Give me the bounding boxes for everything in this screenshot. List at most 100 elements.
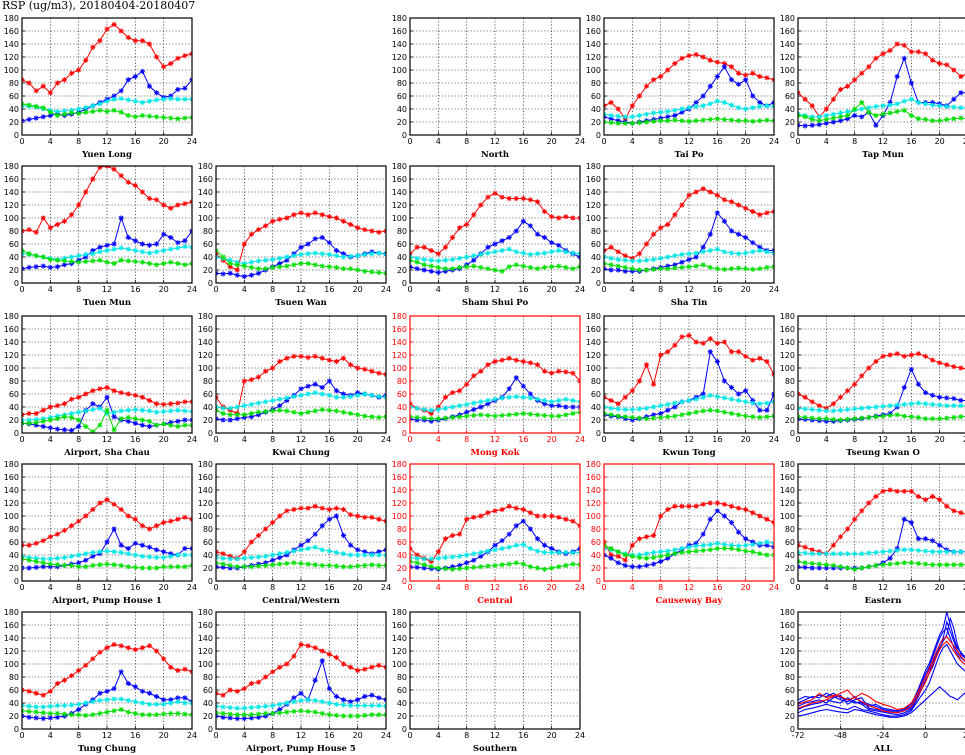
data-point-red — [643, 534, 650, 540]
data-point-red — [284, 508, 290, 514]
data-point-green — [922, 116, 929, 122]
data-point-cyan — [355, 552, 361, 558]
data-point-green — [435, 416, 441, 422]
data-point-cyan — [305, 251, 311, 257]
data-point-cyan — [658, 109, 664, 115]
y-tick-label: 0 — [790, 577, 795, 586]
data-point-cyan — [629, 407, 635, 413]
data-point-green — [139, 259, 146, 265]
y-tick-label: 80 — [397, 673, 407, 682]
data-point-cyan — [764, 539, 770, 545]
data-point-red — [40, 538, 46, 544]
data-point-blue — [615, 560, 621, 566]
series-group — [410, 355, 580, 424]
panel-tsuen-wan: 0 4 8 12 16 20 24020406080100120140160180Tsuen… — [198, 162, 391, 308]
panel-title: Tai Po — [674, 150, 703, 160]
y-tick-label: 40 — [9, 699, 19, 708]
x-tick-label: 12 — [490, 285, 500, 294]
data-point-red — [541, 513, 548, 519]
data-point-green — [90, 712, 96, 718]
data-point-blue — [492, 542, 498, 548]
data-point-green — [929, 416, 936, 422]
data-point-red — [629, 388, 635, 394]
data-point-red — [248, 231, 255, 237]
data-point-red — [714, 192, 720, 198]
data-point-blue — [823, 120, 829, 126]
data-point-blue — [478, 553, 484, 559]
series-group — [798, 41, 965, 129]
data-point-cyan — [270, 703, 276, 709]
plot-frame — [409, 17, 581, 136]
data-point-blue — [175, 86, 181, 93]
panel-eastern: 04812162024020406080100120140160180Easte… — [780, 460, 965, 606]
data-point-cyan — [146, 98, 153, 104]
data-point-red — [615, 553, 621, 559]
panel-title: Airport, Pump House 5 — [245, 744, 356, 754]
data-point-cyan — [428, 407, 434, 413]
data-point-blue — [707, 231, 713, 237]
data-point-green — [937, 118, 943, 124]
data-point-cyan — [764, 103, 770, 109]
data-point-red — [449, 532, 456, 539]
data-point-green — [520, 410, 526, 417]
data-point-green — [735, 265, 742, 271]
data-point-cyan — [33, 416, 39, 422]
y-tick-label: 120 — [586, 499, 601, 508]
data-point-green — [894, 560, 900, 567]
data-point-red — [658, 352, 664, 358]
data-point-red — [54, 80, 61, 86]
data-point-green — [958, 414, 964, 420]
data-point-green — [629, 266, 635, 272]
x-tick-label: 20 — [353, 731, 363, 740]
data-point-red — [650, 77, 657, 83]
data-point-red — [146, 526, 153, 532]
data-point-green — [743, 548, 749, 554]
data-point-red — [449, 234, 456, 241]
data-point-cyan — [757, 540, 763, 546]
y-tick-label: 40 — [785, 551, 795, 560]
data-point-cyan — [636, 406, 643, 412]
data-point-blue — [161, 549, 167, 555]
data-point-blue — [376, 695, 382, 701]
data-point-cyan — [442, 405, 449, 411]
y-tick-label: 0 — [14, 131, 19, 140]
data-point-green — [277, 264, 283, 270]
data-point-green — [534, 565, 541, 571]
data-point-red — [435, 549, 441, 555]
data-point-red — [520, 195, 526, 202]
data-point-blue — [908, 80, 914, 86]
data-point-red — [442, 244, 449, 250]
data-point-blue — [146, 83, 153, 89]
y-tick-label: 0 — [402, 279, 407, 288]
data-point-cyan — [125, 697, 131, 703]
data-point-green — [40, 254, 46, 260]
x-tick-label: 4 — [630, 435, 635, 444]
data-point-cyan — [866, 405, 872, 411]
y-tick-label: 0 — [790, 131, 795, 140]
y-tick-label: 140 — [4, 486, 19, 495]
y-tick-label: 140 — [4, 634, 19, 643]
data-point-cyan — [139, 249, 146, 255]
data-point-green — [859, 99, 865, 106]
data-point-red — [556, 514, 562, 520]
y-tick-label: 120 — [392, 647, 407, 656]
data-point-green — [809, 116, 815, 122]
data-point-green — [326, 407, 332, 413]
x-tick-label: 8 — [76, 583, 81, 592]
x-tick-label: 0 — [19, 583, 24, 592]
data-point-red — [643, 241, 650, 247]
data-point-green — [844, 112, 851, 119]
y-tick-label: 80 — [397, 227, 407, 236]
data-point-red — [615, 249, 621, 255]
data-point-cyan — [220, 555, 226, 561]
y-tick-label: 0 — [402, 725, 407, 734]
data-point-blue — [139, 688, 146, 694]
data-point-cyan — [90, 407, 96, 413]
data-point-green — [894, 412, 900, 418]
data-point-green — [707, 407, 713, 413]
data-point-blue — [757, 99, 763, 106]
y-tick-label: 60 — [785, 92, 795, 101]
data-point-red — [563, 214, 569, 220]
data-point-cyan — [312, 390, 318, 396]
x-tick-label: 24 — [769, 137, 779, 146]
